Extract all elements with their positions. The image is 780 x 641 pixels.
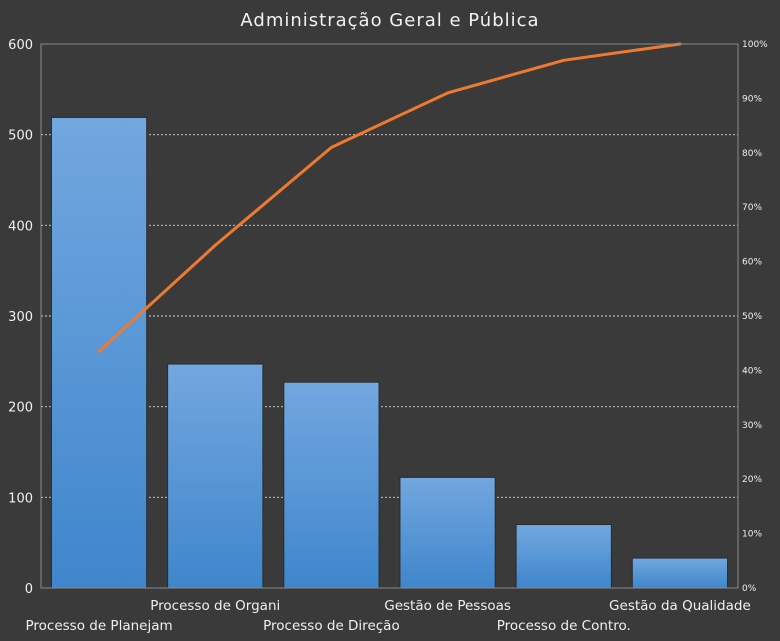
chart-title: Administração Geral e Pública <box>240 10 539 31</box>
y-tick-label: 200 <box>8 401 33 416</box>
bar <box>631 557 729 589</box>
cumulative-line <box>97 42 682 353</box>
y2-tick-label: 70% <box>742 203 762 213</box>
line-point <box>97 349 101 353</box>
line-point <box>562 58 566 62</box>
line-point <box>213 243 217 247</box>
x-tick-label: Processo de Contro. <box>497 618 631 634</box>
axes: 0 100 200 300 400 500 600 0% 10% 20% 30% 40% 50% 60% 7… <box>8 38 768 634</box>
bar <box>167 363 264 589</box>
x-tick-label: Gestão de Pessoas <box>384 598 511 614</box>
x-tick-label: Gestão da Qualidade <box>609 598 751 614</box>
y2-tick-label: 10% <box>742 530 762 540</box>
y2-tick-label: 0% <box>742 584 757 594</box>
bar <box>399 476 496 589</box>
cumulative-line-layer <box>97 42 682 353</box>
y-tick-label: 600 <box>8 38 33 53</box>
y2-tick-label: 90% <box>742 94 762 104</box>
x-tick-label: Processo de Organi <box>150 598 280 614</box>
y2-tick-label: 60% <box>742 258 762 268</box>
y2-tick-label: 20% <box>742 475 762 485</box>
y2-tick-label: 100% <box>742 40 768 50</box>
plot-frame <box>40 43 739 589</box>
y2-tick-label: 50% <box>742 312 762 322</box>
y-tick-label: 500 <box>8 129 33 144</box>
bar <box>283 381 380 589</box>
bar <box>515 524 612 589</box>
x-tick-label: Processo de Direção <box>263 618 400 634</box>
y2-tick-label: 40% <box>742 366 762 376</box>
y-tick-label: 400 <box>8 219 33 234</box>
x-tick-label: Processo de Planejam <box>26 618 173 634</box>
y-tick-label: 300 <box>8 310 33 325</box>
y-tick-label: 100 <box>8 491 33 506</box>
y2-tick-label: 30% <box>742 421 762 431</box>
line-point <box>329 145 333 149</box>
y-tick-label: 0 <box>25 582 33 597</box>
line-point <box>446 91 450 95</box>
y2-tick-label: 80% <box>742 149 762 159</box>
bars <box>50 116 729 589</box>
